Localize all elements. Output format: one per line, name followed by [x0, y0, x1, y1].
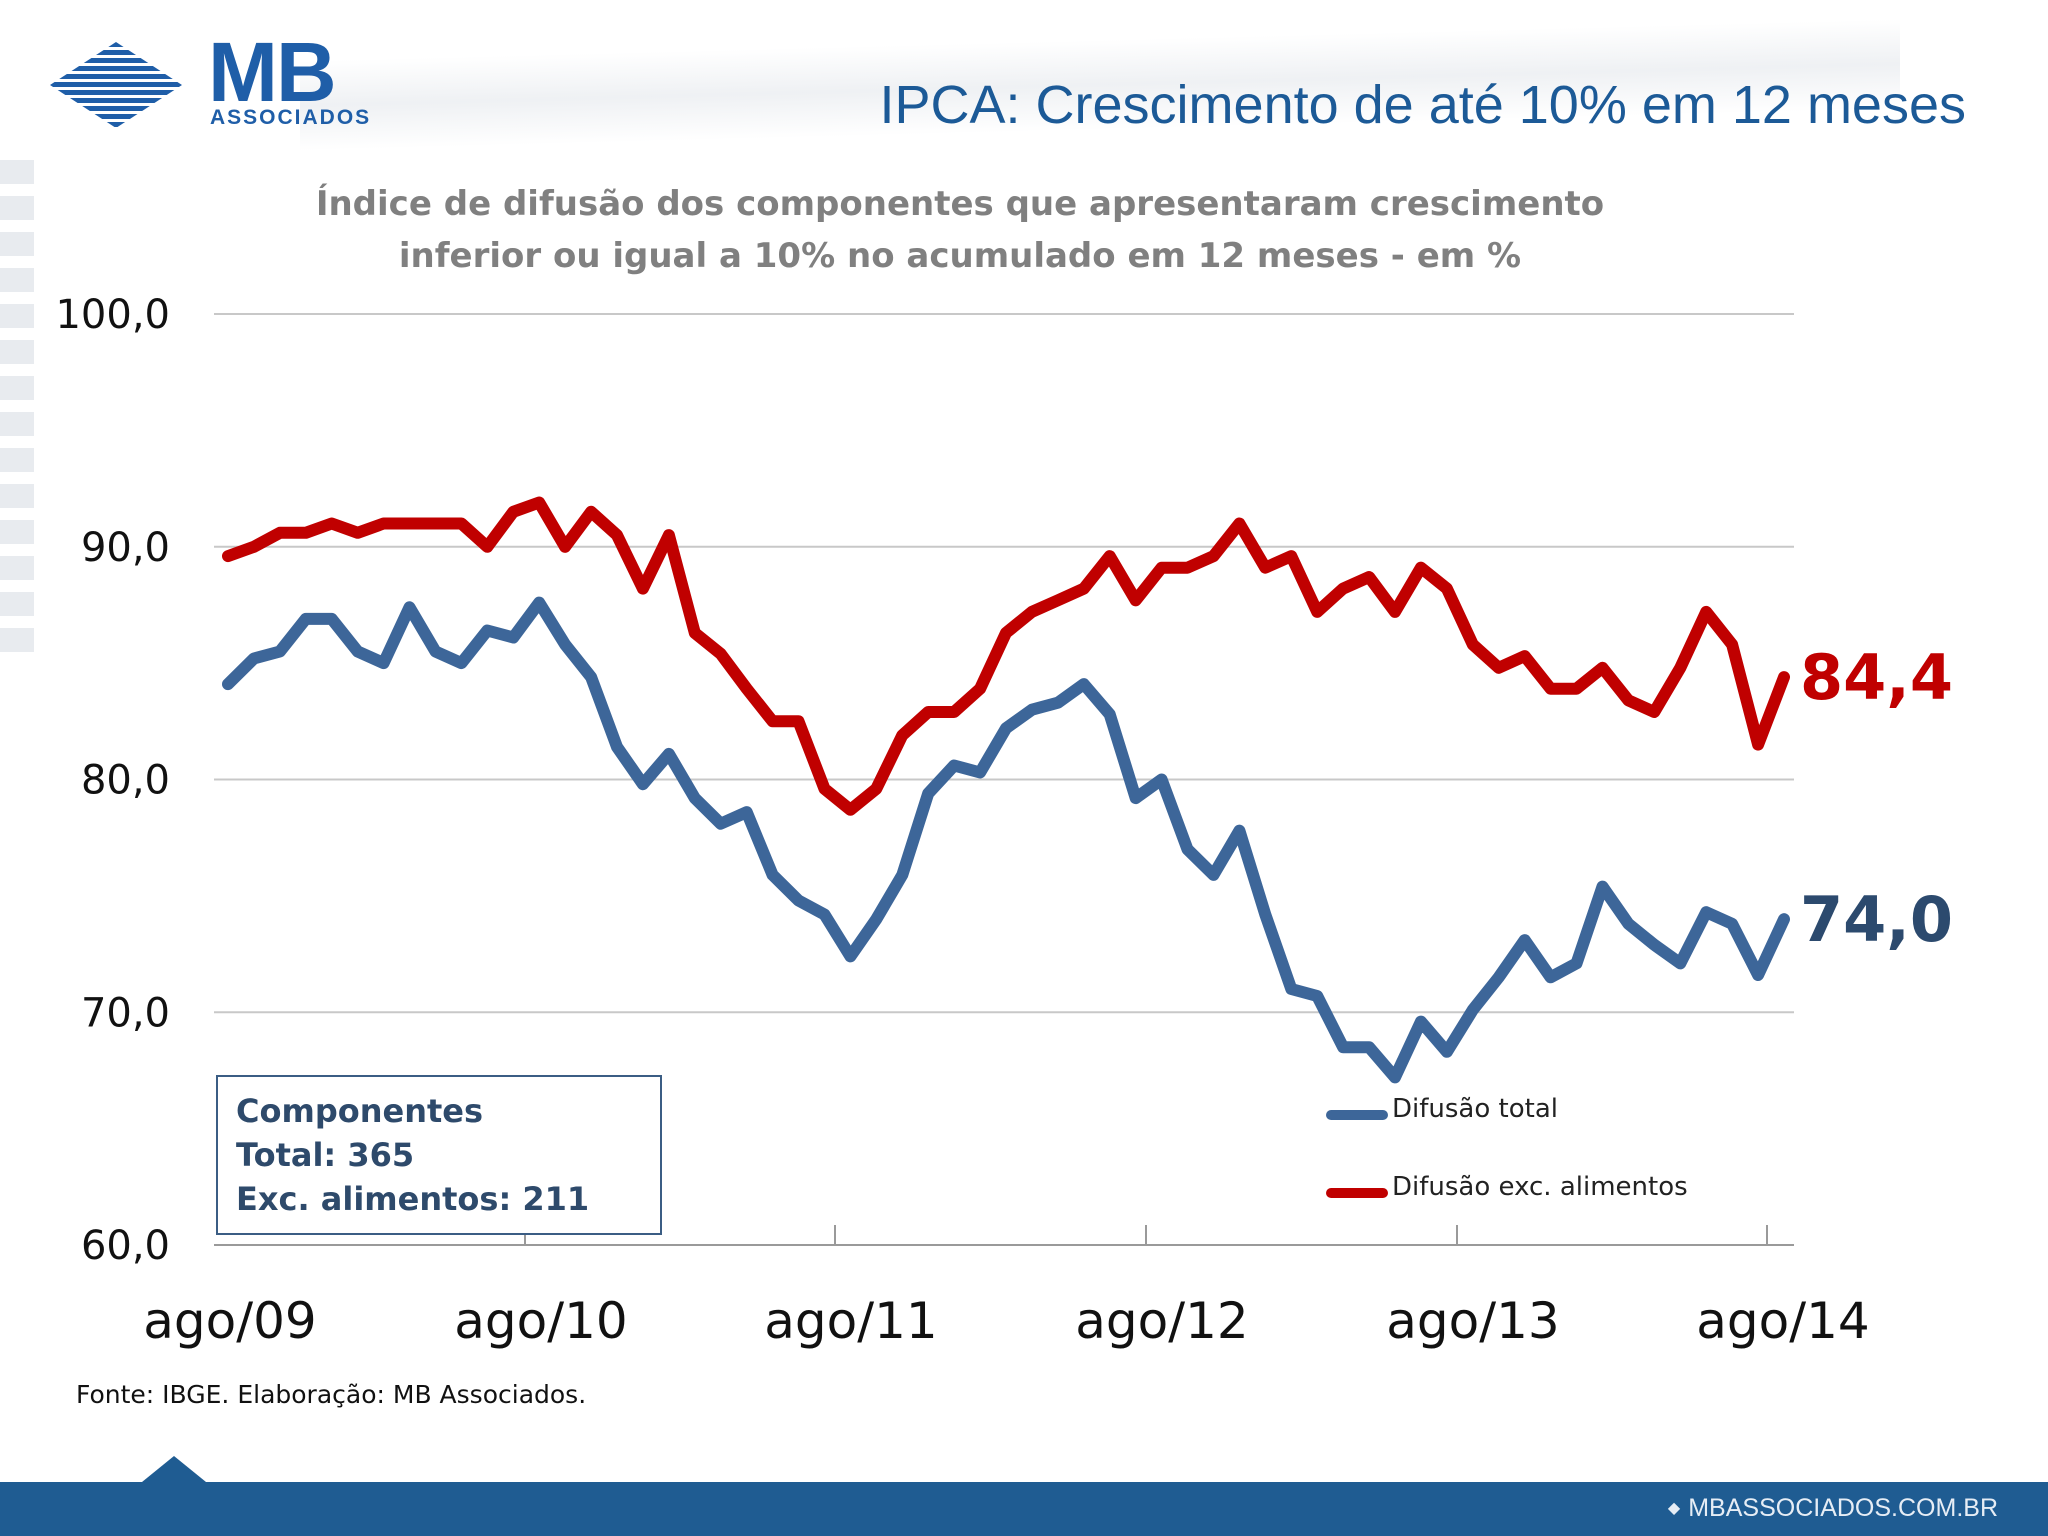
y-tick-label: 70,0	[81, 990, 170, 1036]
y-tick-label: 60,0	[81, 1223, 170, 1269]
legend-swatch-exc-alimentos	[1326, 1188, 1388, 1198]
legend-swatch-total	[1326, 1110, 1388, 1120]
series-line-exc-alimentos	[222, 496, 1790, 816]
chart-title-line-2: inferior ou igual a 10% no acumulado em …	[398, 236, 1522, 276]
end-value-label-exc-alimentos: 84,4	[1800, 641, 1953, 714]
y-tick-label: 90,0	[81, 525, 170, 571]
components-info-box: Componentes Total: 365 Exc. alimentos: 2…	[216, 1075, 662, 1235]
footer-website-link[interactable]: ◆ MBASSOCIADOS.COM.BR	[1668, 1494, 1998, 1523]
x-tick-label: ago/12	[1075, 1292, 1248, 1350]
end-value-label-total: 74,0	[1800, 883, 1953, 956]
footer-notch-decoration	[142, 1456, 206, 1482]
mb-associados-logo: MB ASSOCIADOS	[48, 25, 369, 130]
legend-label-exc-alimentos: Difusão exc. alimentos	[1392, 1172, 1688, 1202]
left-stripe-decoration	[0, 160, 34, 700]
footer-bar	[0, 1482, 2048, 1536]
line-chart: 100,0 90,0 80,0 70,0 60,0 ago/09 ago/10 ago/11 a…	[55, 292, 1953, 1350]
series-line-total	[222, 596, 1790, 1084]
y-tick-label: 80,0	[81, 758, 170, 804]
x-tick-label: ago/11	[764, 1292, 937, 1350]
x-tick-label: ago/10	[454, 1292, 627, 1350]
y-tick-label: 100,0	[55, 292, 170, 338]
logo-diamond-icon	[50, 42, 182, 127]
x-tick-label: ago/14	[1696, 1292, 1869, 1350]
logo-associados-text: ASSOCIADOS	[210, 106, 372, 129]
source-note: Fonte: IBGE. Elaboração: MB Associados.	[76, 1380, 587, 1409]
components-total: Total: 365	[236, 1136, 415, 1174]
components-heading: Componentes	[236, 1092, 484, 1130]
legend-label-total: Difusão total	[1392, 1094, 1558, 1124]
diamond-bullet-icon: ◆	[1667, 1500, 1681, 1517]
logo-mb-text: MB	[208, 25, 337, 119]
components-exc-alimentos: Exc. alimentos: 211	[236, 1180, 590, 1218]
x-tick-label: ago/09	[143, 1292, 316, 1350]
footer-website-text: MBASSOCIADOS.COM.BR	[1688, 1494, 1998, 1522]
page-title: IPCA: Crescimento de até 10% em 12 meses	[879, 75, 1967, 135]
x-tick-label: ago/13	[1386, 1292, 1559, 1350]
chart-title-line-1: Índice de difusão dos componentes que ap…	[315, 184, 1605, 224]
